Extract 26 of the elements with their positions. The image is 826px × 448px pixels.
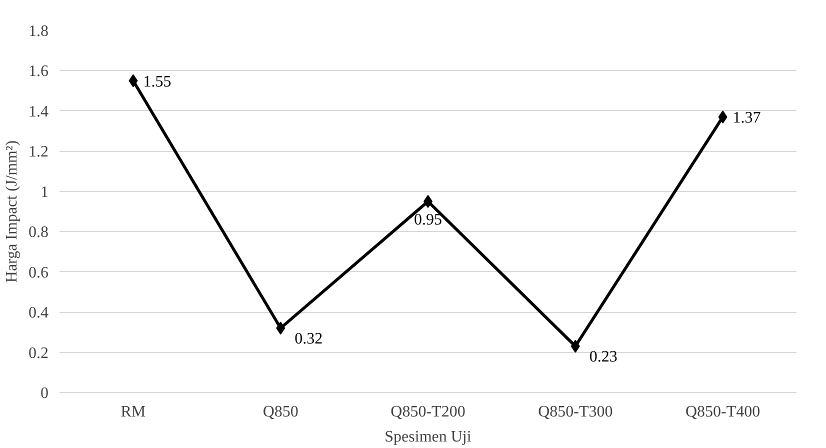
y-tick-label: 1.2	[28, 144, 48, 161]
y-axis-title: Harga Impact (J/mm²)	[4, 140, 20, 283]
x-tick-label: RM	[120, 404, 146, 420]
data-label: 0.32	[294, 330, 323, 348]
point	[128, 74, 138, 88]
point	[570, 340, 580, 353]
x-tick-label: Q850-T300	[538, 404, 613, 420]
data-label: 1.37	[732, 109, 761, 126]
y-tick-label: 0.2	[28, 344, 48, 362]
y-tick-label: 0.8	[28, 224, 48, 242]
point	[276, 322, 286, 335]
y-tick-label: 0.6	[28, 264, 48, 282]
x-tick-label: Q850	[262, 404, 298, 420]
x-tick-label: Q850-T400	[685, 404, 760, 420]
data-label: 0.23	[589, 348, 618, 366]
y-tick-label: 0.4	[28, 304, 48, 322]
point	[718, 110, 728, 124]
y-tick-label: 0	[40, 385, 48, 402]
y-tick-label: 1.8	[28, 23, 48, 40]
y-tick-label: 1.4	[28, 103, 48, 120]
y-tick-label: 1.6	[28, 63, 48, 80]
data-label: 0.95	[414, 211, 442, 228]
y-tick-label: 1	[40, 184, 48, 201]
data-label: 1.55	[143, 73, 172, 90]
x-tick-label: Q850-T200	[390, 404, 466, 420]
x-axis-title: Spesimen Uji	[384, 428, 472, 446]
